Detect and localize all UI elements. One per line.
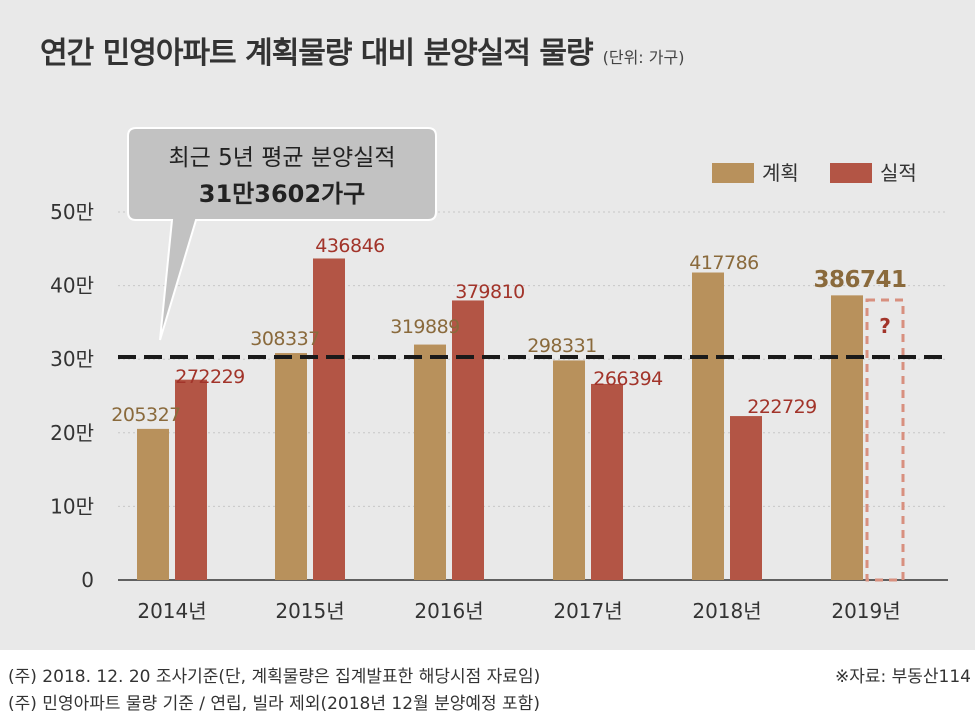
unknown-actual-box: [865, 298, 905, 582]
footnote-1: (주) 2018. 12. 20 조사기준(단, 계획물량은 집계발표한 해당시…: [8, 667, 541, 687]
actual-value-label: 266394: [593, 368, 663, 390]
actual-value-label: 436846: [315, 235, 385, 257]
source-note: ※자료: 부동산114: [834, 667, 971, 687]
x-tick-label: 2017년: [553, 599, 622, 623]
actual-value-label: 222729: [747, 396, 817, 418]
actual-value-label: 272229: [175, 366, 245, 388]
average-callout-bubble: [127, 127, 437, 341]
plan-bar: [414, 344, 446, 580]
x-tick-label: 2016년: [414, 599, 483, 623]
plan-bar: [553, 360, 585, 580]
plan-bar: [137, 428, 169, 580]
callout-line-2: 31만3602가구: [199, 180, 365, 208]
legend-label-actual: 실적: [880, 161, 917, 185]
footnote-2: (주) 민영아파트 물량 기준 / 연립, 빌라 제외(2018년 12월 분양…: [8, 694, 540, 714]
x-tick-label: 2014년: [137, 599, 206, 623]
plan-value-label: 205327: [111, 404, 181, 426]
legend-swatch-plan: [712, 163, 754, 183]
chart-title: 연간 민영아파트 계획물량 대비 분양실적 물량: [40, 36, 594, 71]
plan-bar: [692, 272, 724, 580]
plan-bar: [831, 295, 863, 580]
plan-value-label: 308337: [250, 328, 320, 350]
legend-label-plan: 계획: [762, 161, 799, 185]
actual-bar: [313, 258, 345, 580]
x-tick-label: 2018년: [692, 599, 761, 623]
footer-panel: [0, 650, 975, 719]
plan-value-label: 298331: [527, 335, 597, 357]
unknown-actual-mark: ?: [879, 314, 891, 338]
chart-header: 연간 민영아파트 계획물량 대비 분양실적 물량 (단위: 가구): [40, 28, 684, 72]
x-tick-label: 2015년: [275, 599, 344, 623]
actual-bar: [730, 416, 762, 580]
actual-bar: [452, 300, 484, 580]
callout-line-1: 최근 5년 평균 분양실적: [168, 145, 395, 171]
plan-value-label: 319889: [390, 316, 460, 338]
y-tick-label: 30만: [50, 347, 94, 371]
actual-value-label: 379810: [455, 281, 525, 303]
y-tick-label: 10만: [50, 494, 94, 518]
bar-chart: 0 10만 20만 30만 40만 50만 2014년 2015년 2016년 2017년 2018…: [50, 127, 948, 623]
plan-value-label: 417786: [689, 252, 759, 274]
y-tick-label: 20만: [50, 421, 94, 445]
plan-bar: [275, 353, 307, 580]
legend-swatch-actual: [830, 163, 872, 183]
y-tick-label: 40만: [50, 274, 94, 298]
y-tick-label: 50만: [50, 200, 94, 224]
x-tick-label: 2019년: [831, 599, 900, 623]
plan-value-label-2019: 386741: [813, 267, 906, 293]
actual-bar: [175, 379, 207, 580]
y-tick-label: 0: [81, 568, 94, 592]
actual-bar: [591, 383, 623, 580]
unit-label: (단위: 가구): [602, 48, 685, 67]
